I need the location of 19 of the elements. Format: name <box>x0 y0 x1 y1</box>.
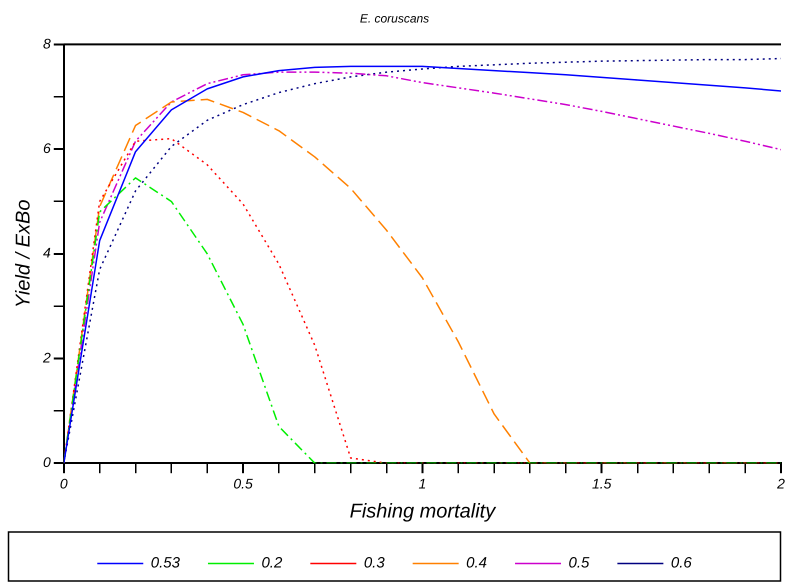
y-tick-label: 4 <box>42 244 51 261</box>
legend-label: 0.4 <box>466 554 488 572</box>
legend-label: 0.2 <box>261 554 283 572</box>
x-tick-label: 2 <box>776 475 786 492</box>
legend-label: 0.53 <box>150 554 181 572</box>
x-tick-label: 1.5 <box>592 475 612 492</box>
y-tick-label: 2 <box>42 349 51 366</box>
x-axis-title: Fishing mortality <box>350 500 496 523</box>
x-tick-label: 0.5 <box>233 475 254 492</box>
y-axis-title: Yield / ExBo <box>12 200 35 308</box>
y-tick-label: 6 <box>42 140 51 156</box>
chart-title: E. coruscans <box>360 12 430 26</box>
x-tick-label: 0 <box>60 475 68 492</box>
legend-label: 0.5 <box>568 554 590 572</box>
legend-label: 0.3 <box>364 554 386 572</box>
x-tick-label: 1 <box>418 475 426 492</box>
legend-label: 0.6 <box>670 554 692 572</box>
y-tick-label: 0 <box>42 454 51 470</box>
y-tick-label: 8 <box>42 35 51 52</box>
